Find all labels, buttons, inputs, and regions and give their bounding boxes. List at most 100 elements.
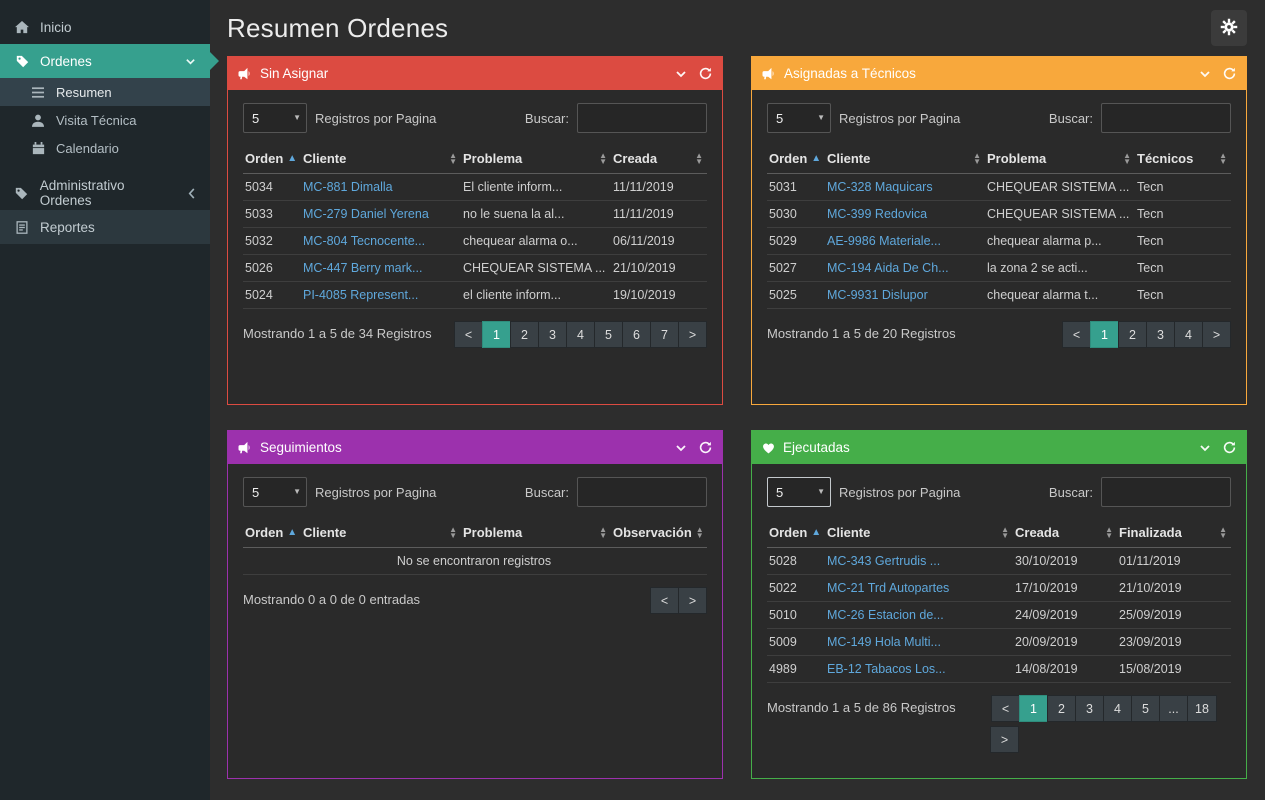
table-cell: CHEQUEAR SISTEMA ... (985, 174, 1135, 201)
column-header-creada[interactable]: Creada▲▼ (1013, 521, 1117, 548)
page-button[interactable]: 4 (1174, 321, 1203, 348)
client-link[interactable]: MC-399 Redovica (827, 207, 927, 221)
collapse-icon[interactable] (675, 68, 687, 80)
column-header-observacion[interactable]: Observación▲▼ (611, 521, 707, 548)
settings-button[interactable] (1211, 10, 1247, 46)
sidebar-item-ordenes[interactable]: Ordenes (0, 44, 210, 78)
search-input[interactable] (1101, 477, 1231, 507)
sidebar-item-reportes[interactable]: Reportes (0, 210, 210, 244)
column-header-cliente[interactable]: Cliente▲▼ (825, 521, 1013, 548)
table-cell: 06/11/2019 (611, 228, 707, 255)
sidebar-item-label: Calendario (56, 141, 119, 156)
client-link[interactable]: MC-343 Gertrudis ... (827, 554, 940, 568)
refresh-icon[interactable] (699, 67, 712, 80)
records-info: Mostrando 0 a 0 de 0 entradas (243, 587, 420, 607)
prev-page-button[interactable]: < (991, 695, 1020, 722)
page-button[interactable]: 3 (538, 321, 567, 348)
pagination: <12345...18 > (991, 695, 1231, 753)
client-link[interactable]: MC-9931 Dislupor (827, 288, 928, 302)
sidebar-item-inicio[interactable]: Inicio (0, 10, 210, 44)
page-button[interactable]: 3 (1075, 695, 1104, 722)
column-header-orden[interactable]: Orden▲ (767, 147, 825, 174)
collapse-icon[interactable] (1199, 68, 1211, 80)
column-header-tecnicos[interactable]: Técnicos▲▼ (1135, 147, 1231, 174)
page-button[interactable]: 2 (1047, 695, 1076, 722)
client-link[interactable]: MC-21 Trd Autopartes (827, 581, 949, 595)
sidebar-item-administrativo-ordenes[interactable]: Administrativo Ordenes (0, 176, 210, 210)
panel-sin-asignar: Sin Asignar 5 ▼ (227, 56, 723, 405)
page-size-select[interactable]: 5 (767, 103, 831, 133)
column-header-orden[interactable]: Orden▲ (767, 521, 825, 548)
page-button[interactable]: 1 (1090, 321, 1119, 348)
sort-asc-icon: ▲ (811, 528, 821, 538)
page-button[interactable]: 1 (1019, 695, 1048, 722)
column-header-problema[interactable]: Problema▲▼ (985, 147, 1135, 174)
page-button[interactable]: 1 (482, 321, 511, 348)
client-link[interactable]: MC-881 Dimalla (303, 180, 393, 194)
sidebar-item-calendario[interactable]: Calendario (0, 134, 210, 162)
search-input[interactable] (577, 477, 707, 507)
column-header-orden[interactable]: Orden▲ (243, 147, 301, 174)
client-link[interactable]: MC-149 Hola Multi... (827, 635, 941, 649)
client-link[interactable]: MC-279 Daniel Yerena (303, 207, 429, 221)
orders-table: Orden▲ Cliente▲▼ Problema▲▼ Técnicos▲▼ 5… (767, 147, 1231, 309)
column-header-creada[interactable]: Creada▲▼ (611, 147, 707, 174)
page-button[interactable]: 4 (566, 321, 595, 348)
search-input[interactable] (1101, 103, 1231, 133)
page-button[interactable]: ... (1159, 695, 1188, 722)
search-input[interactable] (577, 103, 707, 133)
next-page-button[interactable]: > (678, 587, 707, 614)
chevron-left-icon (188, 188, 196, 199)
table-body: 5034MC-881 DimallaEl cliente inform...11… (243, 174, 707, 309)
client-link[interactable]: EB-12 Tabacos Los... (827, 662, 946, 676)
page-button[interactable]: 4 (1103, 695, 1132, 722)
client-link[interactable]: MC-447 Berry mark... (303, 261, 422, 275)
client-link[interactable]: MC-328 Maquicars (827, 180, 933, 194)
panel-grid: Sin Asignar 5 ▼ (227, 56, 1247, 779)
column-header-orden[interactable]: Orden▲ (243, 521, 301, 548)
client-link[interactable]: MC-804 Tecnocente... (303, 234, 425, 248)
client-link[interactable]: MC-26 Estacion de... (827, 608, 944, 622)
refresh-icon[interactable] (1223, 441, 1236, 454)
table-cell: 5009 (767, 629, 825, 656)
sidebar-item-resumen[interactable]: Resumen (0, 78, 210, 106)
column-header-finalizada[interactable]: Finalizada▲▼ (1117, 521, 1231, 548)
client-link[interactable]: PI-4085 Represent... (303, 288, 418, 302)
page-button[interactable]: 2 (1118, 321, 1147, 348)
refresh-icon[interactable] (699, 441, 712, 454)
app-root: Inicio Ordenes Resumen V (0, 0, 1265, 800)
sort-icon: ▲▼ (599, 153, 607, 165)
panel-header: Asignadas a Técnicos (752, 57, 1246, 90)
sidebar-item-visita-tecnica[interactable]: Visita Técnica (0, 106, 210, 134)
page-button[interactable]: 5 (1131, 695, 1160, 722)
page-button[interactable]: 5 (594, 321, 623, 348)
column-header-cliente[interactable]: Cliente▲▼ (301, 147, 461, 174)
collapse-icon[interactable] (675, 442, 687, 454)
page-button[interactable]: 2 (510, 321, 539, 348)
page-size-select[interactable]: 5 (767, 477, 831, 507)
page-size-select[interactable]: 5 (243, 477, 307, 507)
sort-icon: ▲▼ (1001, 527, 1009, 539)
client-link[interactable]: AE-9986 Materiale... (827, 234, 941, 248)
page-button[interactable]: 18 (1187, 695, 1217, 722)
page-button[interactable]: 7 (650, 321, 679, 348)
next-page-button[interactable]: > (678, 321, 707, 348)
page-button[interactable]: 3 (1146, 321, 1175, 348)
collapse-icon[interactable] (1199, 442, 1211, 454)
column-header-cliente[interactable]: Cliente▲▼ (301, 521, 461, 548)
next-page-button[interactable]: > (1202, 321, 1231, 348)
prev-page-button[interactable]: < (1062, 321, 1091, 348)
page-size-select[interactable]: 5 (243, 103, 307, 133)
refresh-icon[interactable] (1223, 67, 1236, 80)
column-header-cliente[interactable]: Cliente▲▼ (825, 147, 985, 174)
table-cell: 5024 (243, 282, 301, 309)
prev-page-button[interactable]: < (650, 587, 679, 614)
page-size-select-wrap: 5 ▼ (767, 103, 831, 133)
column-header-problema[interactable]: Problema▲▼ (461, 147, 611, 174)
page-button[interactable]: 6 (622, 321, 651, 348)
prev-page-button[interactable]: < (454, 321, 483, 348)
orders-table: Orden▲ Cliente▲▼ Creada▲▼ Finalizada▲▼ 5… (767, 521, 1231, 683)
next-page-button[interactable]: > (990, 726, 1019, 753)
client-link[interactable]: MC-194 Aida De Ch... (827, 261, 949, 275)
column-header-problema[interactable]: Problema▲▼ (461, 521, 611, 548)
